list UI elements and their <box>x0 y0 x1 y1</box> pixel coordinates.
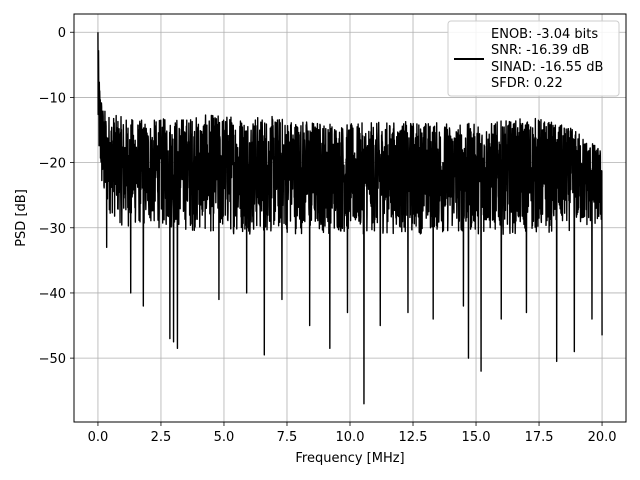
psd-line <box>97 32 603 405</box>
x-tick-label: 20.0 <box>588 430 617 445</box>
legend-text-sinad: SINAD: -16.55 dB <box>491 60 603 75</box>
y-tick-label: −50 <box>39 352 66 367</box>
legend-text-snr: SNR: -16.39 dB <box>491 43 589 58</box>
x-axis-ticks: 0.0 2.5 5.0 7.5 10.0 12.5 15.0 17.5 20.0 <box>88 422 617 445</box>
plot-area <box>97 32 603 405</box>
legend: ENOB: -3.04 bits SNR: -16.39 dB SINAD: -… <box>447 20 620 97</box>
legend-text-enob: ENOB: -3.04 bits <box>491 27 598 42</box>
y-tick-label: 0 <box>58 26 66 41</box>
x-tick-label: 7.5 <box>277 430 298 445</box>
x-axis-label: Frequency [MHz] <box>295 451 404 466</box>
y-tick-label: −20 <box>39 157 66 172</box>
y-tick-label: −10 <box>39 91 66 106</box>
y-axis-label: PSD [dB] <box>14 189 29 247</box>
x-tick-label: 0.0 <box>88 430 109 445</box>
x-tick-label: 2.5 <box>151 430 172 445</box>
y-tick-label: −40 <box>39 287 66 302</box>
x-tick-label: 10.0 <box>336 430 365 445</box>
x-tick-label: 17.5 <box>525 430 554 445</box>
legend-text-sfdr: SFDR: 0.22 <box>491 76 563 91</box>
psd-series <box>97 32 603 405</box>
y-axis-ticks: 0 −10 −20 −30 −40 −50 <box>39 26 74 367</box>
legend-box <box>447 20 620 97</box>
y-tick-label: −30 <box>39 222 66 237</box>
x-tick-label: 12.5 <box>399 430 428 445</box>
x-tick-label: 5.0 <box>214 430 235 445</box>
x-tick-label: 15.0 <box>462 430 491 445</box>
